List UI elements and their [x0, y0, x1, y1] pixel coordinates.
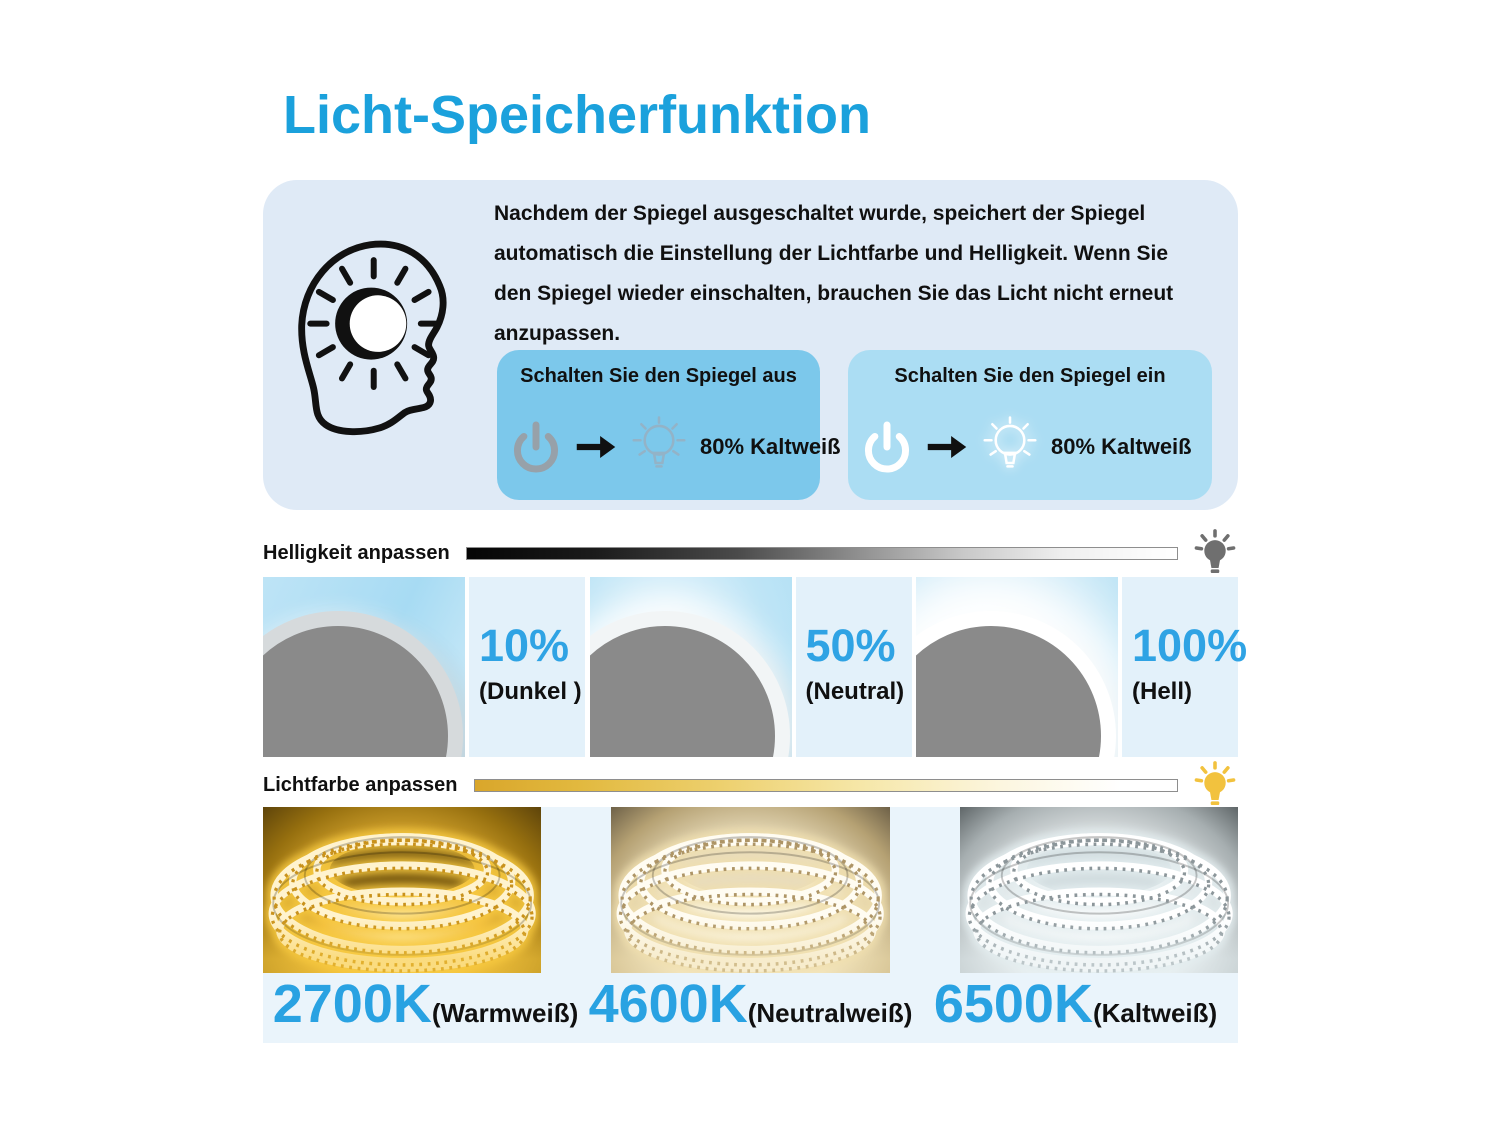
- mirror: [589, 611, 790, 757]
- led-strip-neutral-photo: [611, 807, 890, 973]
- mirror-off-box: Schalten Sie den Spiegel aus: [497, 350, 841, 500]
- led-strip-warm-photo: [263, 807, 542, 973]
- saved-setting-value: 80% Kaltweiß: [1051, 434, 1192, 459]
- percent-name: (Dunkel ): [479, 678, 582, 705]
- color-temp-gradient-bar: [473, 778, 1178, 792]
- head-with-sun-moon-icon: [298, 240, 447, 436]
- led-coil-cool: [961, 828, 1237, 973]
- memory-function-panel: Nachdem der Spiegel ausgeschaltet wurde,…: [263, 180, 1238, 510]
- kelvin-labels-row: 2700K (Warmweiß) 4600K (Neutralweiß) 6500K…: [263, 973, 1238, 1043]
- kelvin-label-neutral: 4600K (Neutralweiß): [588, 977, 913, 1043]
- mirror: [263, 611, 463, 757]
- kelvin-value: 4600K: [588, 974, 748, 1034]
- percent-value: 100%: [1132, 620, 1248, 671]
- mirror-on-title: Schalten Sie den Spiegel ein: [894, 365, 1166, 387]
- bulb-on-icon: [983, 416, 1037, 468]
- mirror-photo-50: [589, 577, 792, 757]
- yellow-bulb-icon: [1194, 761, 1236, 805]
- kelvin-name: (Warmweiß): [431, 998, 579, 1028]
- brightness-level-10: 10% (Dunkel ): [263, 577, 585, 757]
- power-icon: [513, 421, 559, 473]
- brightness-heading: Helligkeit anpassen: [263, 541, 450, 564]
- kelvin-name: (Kaltweiß): [1092, 998, 1218, 1028]
- kelvin-label-warm: 2700K (Warmweiß): [263, 977, 588, 1043]
- color-temp-band: 2700K (Warmweiß) 4600K (Neutralweiß) 6500K…: [263, 807, 1238, 1043]
- mirror: [916, 611, 1116, 757]
- right-arrow-icon: [576, 436, 616, 458]
- mirror-on-box: Schalten Sie den Spiegel ein: [848, 350, 1212, 500]
- percent-value: 50%: [805, 620, 896, 671]
- brightness-label-panel: 100% (Hell): [1122, 577, 1248, 757]
- saved-setting-value: 80% Kaltweiß: [700, 434, 841, 459]
- right-arrow-icon: [927, 436, 967, 458]
- mirror-photo-10: [263, 577, 465, 757]
- bulb-off-icon: [632, 416, 686, 468]
- mirror-photo-100: [916, 577, 1118, 757]
- gray-bulb-icon: [1194, 529, 1236, 573]
- kelvin-value: 6500K: [933, 974, 1093, 1034]
- memory-description: Nachdem der Spiegel ausgeschaltet wurde,…: [494, 202, 1174, 345]
- brightness-level-100: 100% (Hell): [916, 577, 1248, 757]
- mirror-off-title: Schalten Sie den Spiegel aus: [520, 365, 797, 387]
- kelvin-label-cool: 6500K (Kaltweiß): [913, 977, 1238, 1043]
- percent-name: (Hell): [1132, 678, 1192, 705]
- brightness-gradient-bar: [465, 546, 1178, 560]
- led-coil-neutral: [612, 828, 889, 973]
- color-temp-section-header: Lichtfarbe anpassen: [263, 760, 1238, 810]
- led-coil-warm: [264, 828, 540, 973]
- brightness-levels-row: 10% (Dunkel ) 50% (Neutral) 100% (Hell): [263, 577, 1248, 757]
- brightness-level-50: 50% (Neutral): [589, 577, 912, 757]
- percent-value: 10%: [479, 620, 570, 671]
- kelvin-value: 2700K: [272, 974, 432, 1034]
- percent-name: (Neutral): [805, 678, 905, 705]
- brightness-label-panel: 10% (Dunkel ): [469, 577, 585, 757]
- color-temp-heading: Lichtfarbe anpassen: [263, 773, 458, 796]
- power-icon: [864, 421, 910, 473]
- kelvin-name: (Neutralweiß): [747, 998, 913, 1028]
- brightness-label-panel: 50% (Neutral): [795, 577, 912, 757]
- page-title: Licht-Speicherfunktion: [283, 85, 872, 145]
- brightness-section-header: Helligkeit anpassen: [263, 528, 1238, 578]
- led-strip-photos: [263, 807, 1238, 973]
- led-strip-cool-photo: [959, 807, 1238, 973]
